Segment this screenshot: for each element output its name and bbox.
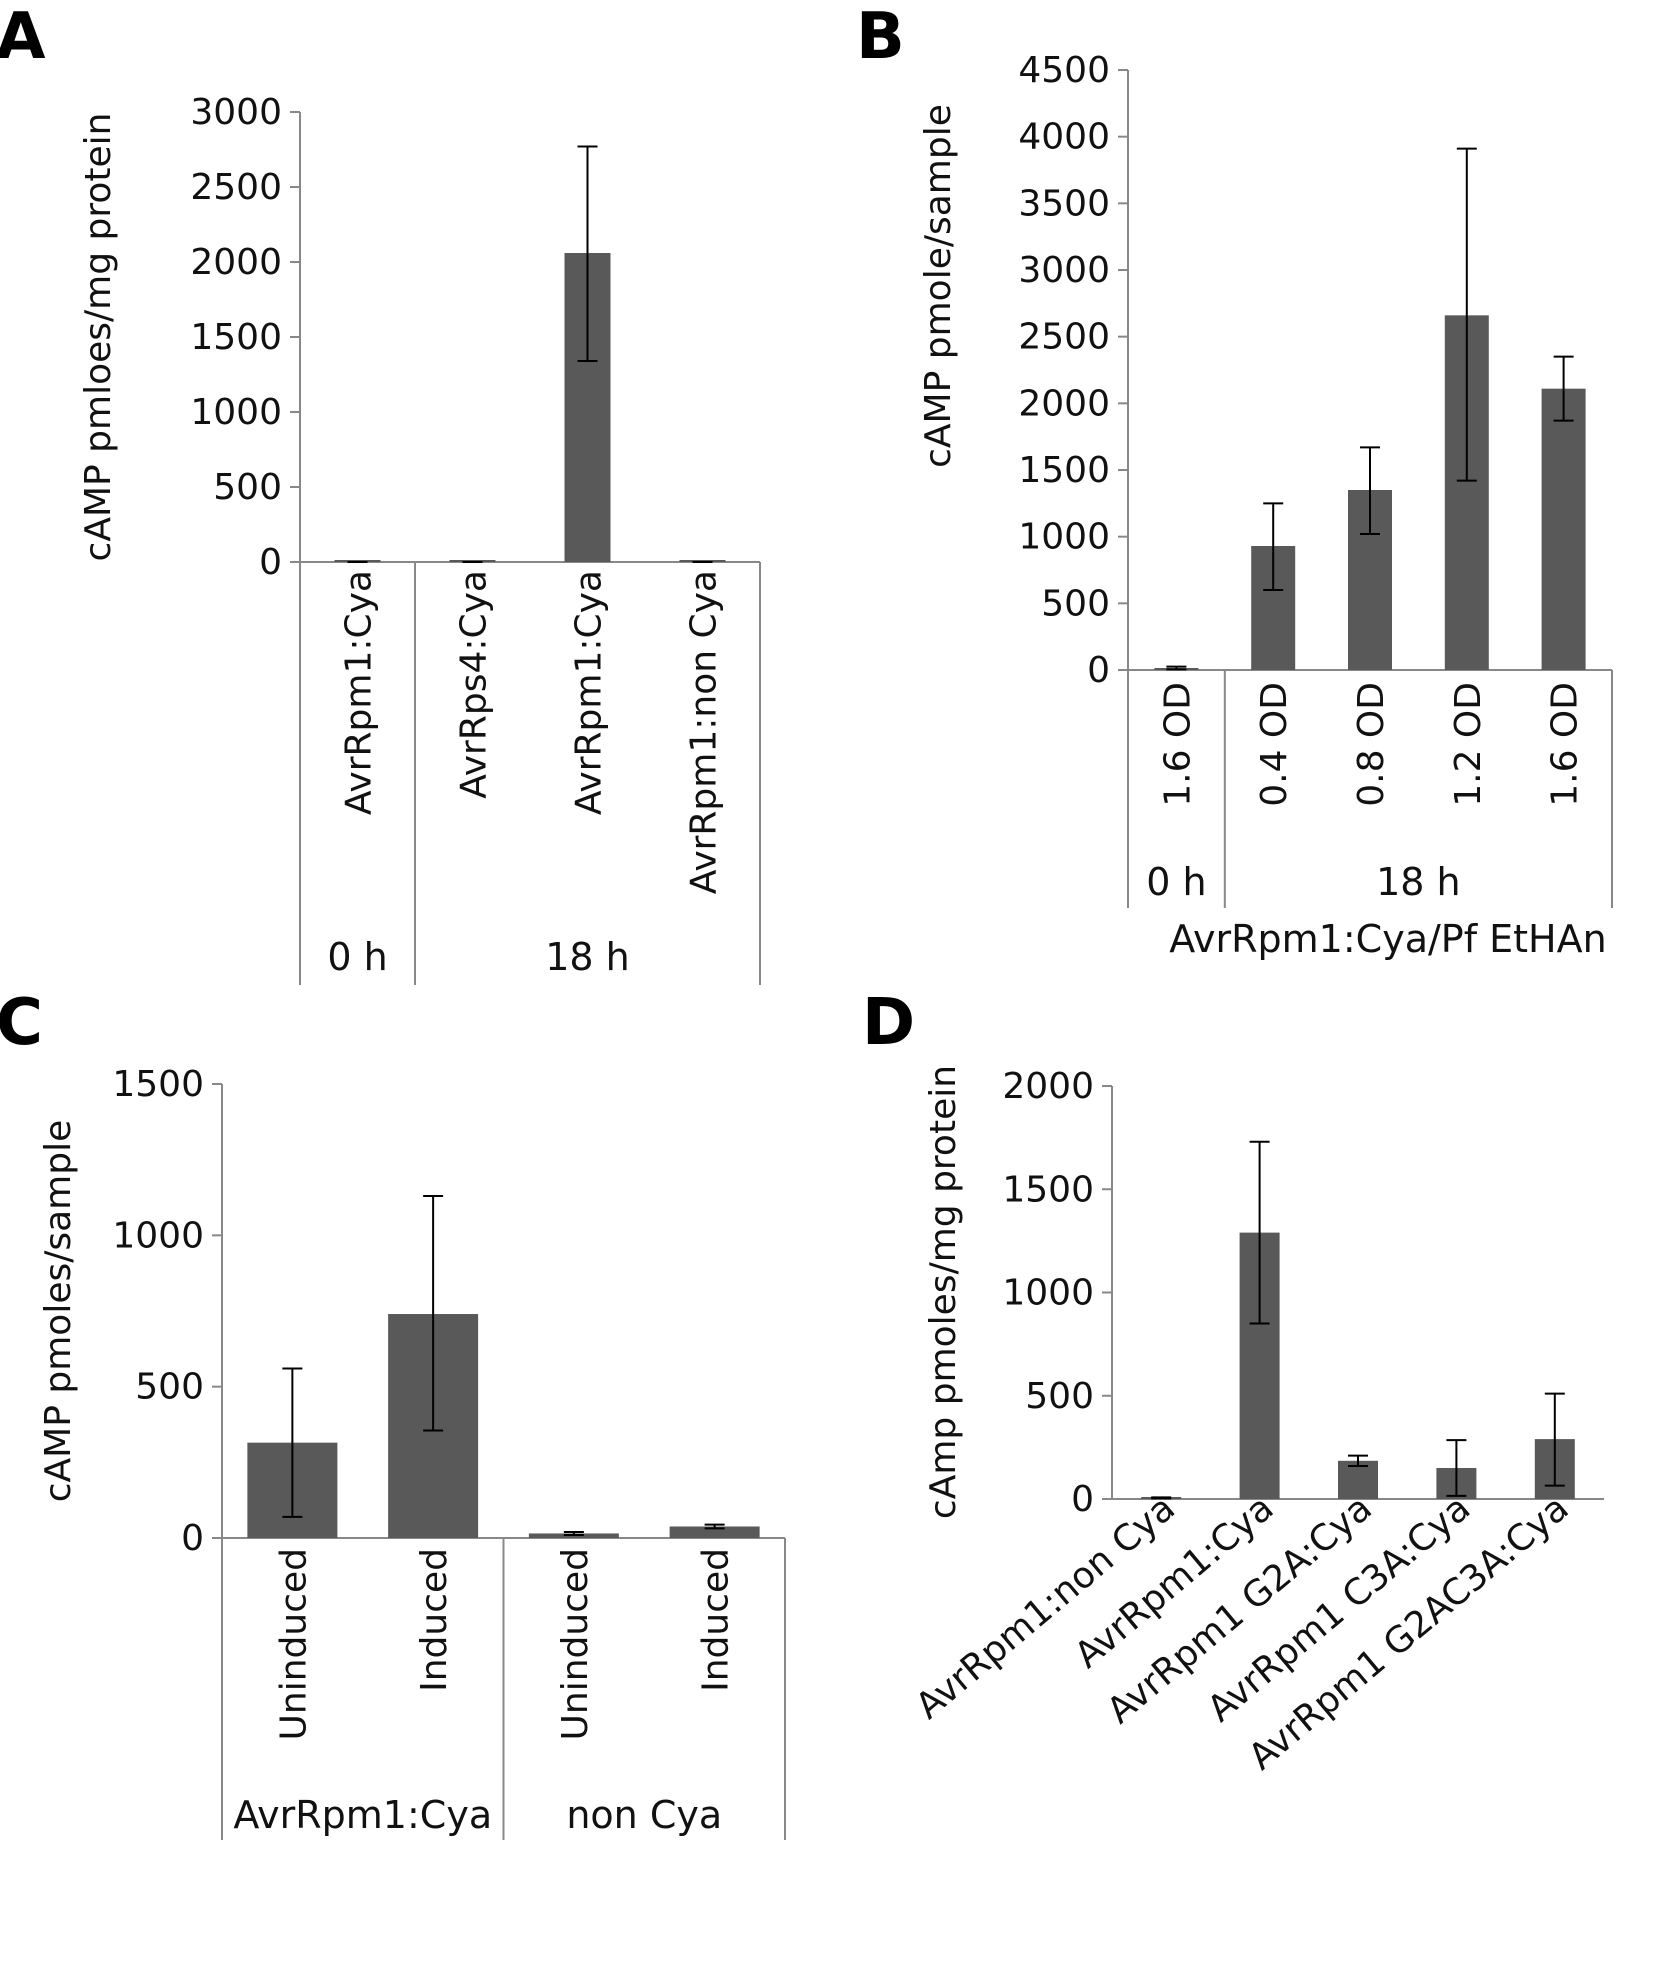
y-tick-label: 1500: [112, 1064, 204, 1105]
y-axis-label: cAMP pmole/sample: [918, 104, 959, 468]
x-tick-label: AvrRpm1:Cya: [569, 570, 610, 815]
y-tick-label: 1000: [112, 1215, 204, 1256]
y-tick-label: 2000: [1018, 383, 1110, 424]
y-tick-label: 1500: [190, 317, 282, 358]
group-label: AvrRpm1:Cya: [233, 1793, 492, 1837]
x-tick-label: Induced: [696, 1548, 737, 1692]
y-tick-label: 1000: [1018, 517, 1110, 558]
y-tick-label: 2500: [190, 167, 282, 208]
x-tick-label: Induced: [414, 1548, 455, 1692]
x-tick-label: Uninduced: [555, 1548, 596, 1740]
y-tick-label: 500: [1041, 583, 1110, 624]
y-tick-label: 1000: [1002, 1273, 1094, 1314]
x-tick-label: AvrRpm1:Cya: [339, 570, 380, 815]
y-tick-label: 0: [1071, 1479, 1094, 1520]
x-tick-label: 1.6 OD: [1157, 682, 1198, 807]
x-tick-label: 0.4 OD: [1254, 682, 1295, 807]
y-tick-label: 1000: [190, 392, 282, 433]
y-tick-label: 4000: [1018, 117, 1110, 158]
y-tick-label: 0: [259, 542, 282, 583]
group-label: non Cya: [566, 1793, 722, 1837]
y-tick-label: 2000: [190, 242, 282, 283]
group-label: 0 h: [327, 935, 387, 979]
panel-letter: D: [862, 986, 915, 1060]
y-axis-label: cAMP pmloes/mg protein: [78, 113, 119, 562]
group-label: 18 h: [545, 935, 630, 979]
bar: [1338, 1460, 1378, 1499]
y-tick-label: 0: [181, 1518, 204, 1559]
y-axis-label: cAmp pmoles/mg protein: [923, 1065, 964, 1519]
group-label: 0 h: [1146, 860, 1206, 904]
y-tick-label: 3000: [190, 92, 282, 133]
x-tick-label: 1.2 OD: [1448, 682, 1489, 807]
y-axis-label: cAMP pmoles/sample: [38, 1120, 79, 1503]
y-tick-label: 500: [1025, 1376, 1094, 1417]
bar: [669, 1526, 760, 1538]
x-axis-label: AvrRpm1:Cya/Pf EtHAn: [1169, 917, 1606, 961]
x-tick-label: AvrRps4:Cya: [454, 570, 495, 799]
panel-a: A 0 500 1000 1500 2000 2500 3000 cAMP pmloes/mg …: [0, 0, 761, 985]
panel-letter: C: [0, 986, 43, 1060]
bar: [1541, 388, 1586, 670]
y-tick-label: 500: [213, 467, 282, 508]
panel-letter: B: [856, 0, 905, 74]
y-tick-label: 3000: [1018, 250, 1110, 291]
y-tick-label: 2500: [1018, 317, 1110, 358]
group-label: 18 h: [1376, 860, 1461, 904]
y-tick-label: 3500: [1018, 183, 1110, 224]
y-tick-label: 4500: [1018, 50, 1110, 91]
panel-letter: A: [0, 0, 46, 74]
y-tick-label: 1500: [1018, 450, 1110, 491]
x-tick-label: 1.6 OD: [1545, 682, 1586, 807]
panel-b: B 0 500 1000 1500 2000 2500 3000 3500 4000 4500 cAM…: [856, 0, 1613, 961]
y-tick-label: 500: [135, 1367, 204, 1408]
x-tick-label: 0.8 OD: [1351, 682, 1392, 807]
y-tick-label: 2000: [1002, 1066, 1094, 1107]
y-tick-label: 1500: [1002, 1169, 1094, 1210]
y-tick-label: 0: [1087, 650, 1110, 691]
panel-c: C 0 500 1000 1500 cAMP pmoles/sample Uninduced…: [0, 986, 786, 1840]
x-tick-label: Uninduced: [273, 1548, 314, 1740]
x-tick-label: AvrRpm1:non Cya: [684, 570, 725, 894]
